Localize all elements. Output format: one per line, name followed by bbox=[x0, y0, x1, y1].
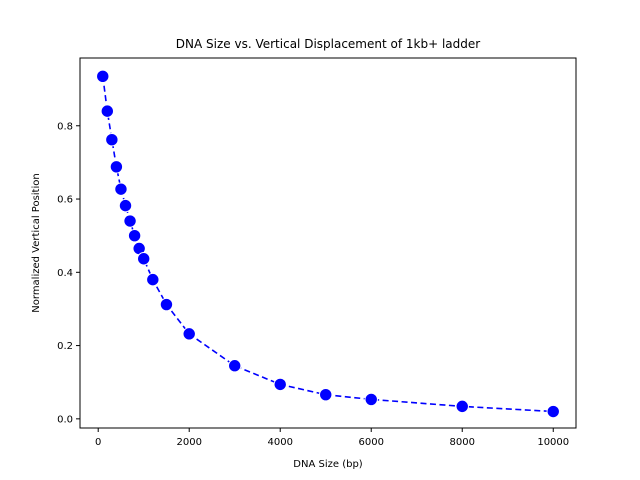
data-point bbox=[455, 399, 469, 414]
series-line bbox=[102, 76, 554, 413]
y-axis-title: Normalized Vertical Position bbox=[31, 173, 42, 312]
data-point bbox=[118, 198, 133, 213]
x-axis: 0 2000 4000 6000 8000 10000 bbox=[95, 428, 569, 448]
x-tick-label: 2000 bbox=[176, 437, 201, 448]
axes-frame bbox=[79, 57, 577, 429]
y-tick-label: 0.0 bbox=[57, 414, 73, 425]
data-point bbox=[109, 160, 124, 174]
data-point bbox=[273, 377, 287, 392]
data-point bbox=[96, 69, 110, 84]
data-point bbox=[127, 228, 142, 243]
x-tick-label: 10000 bbox=[537, 437, 569, 448]
data-point bbox=[146, 272, 160, 287]
x-tick-label: 8000 bbox=[450, 437, 475, 448]
data-point bbox=[105, 132, 119, 147]
y-axis: 0.0 0.2 0.4 0.6 0.8 bbox=[57, 121, 80, 425]
data-point bbox=[228, 359, 242, 373]
y-tick-label: 0.8 bbox=[57, 121, 73, 132]
data-point bbox=[100, 104, 115, 118]
x-tick-label: 6000 bbox=[359, 437, 384, 448]
data-point bbox=[123, 214, 137, 228]
data-point bbox=[114, 182, 128, 196]
chart-title: DNA Size vs. Vertical Displacement of 1k… bbox=[176, 37, 480, 51]
data-point bbox=[546, 404, 560, 419]
data-point bbox=[137, 252, 151, 266]
y-tick-label: 0.4 bbox=[57, 268, 73, 279]
y-tick-label: 0.2 bbox=[57, 341, 73, 352]
data-point bbox=[182, 327, 196, 341]
x-tick-label: 0 bbox=[95, 437, 101, 448]
data-point bbox=[159, 297, 174, 312]
x-tick-label: 4000 bbox=[267, 437, 292, 448]
data-point bbox=[319, 387, 333, 402]
x-axis-title: DNA Size (bp) bbox=[293, 459, 363, 470]
data-point bbox=[364, 392, 378, 407]
y-tick-label: 0.6 bbox=[57, 195, 73, 206]
plot-area bbox=[96, 69, 560, 419]
